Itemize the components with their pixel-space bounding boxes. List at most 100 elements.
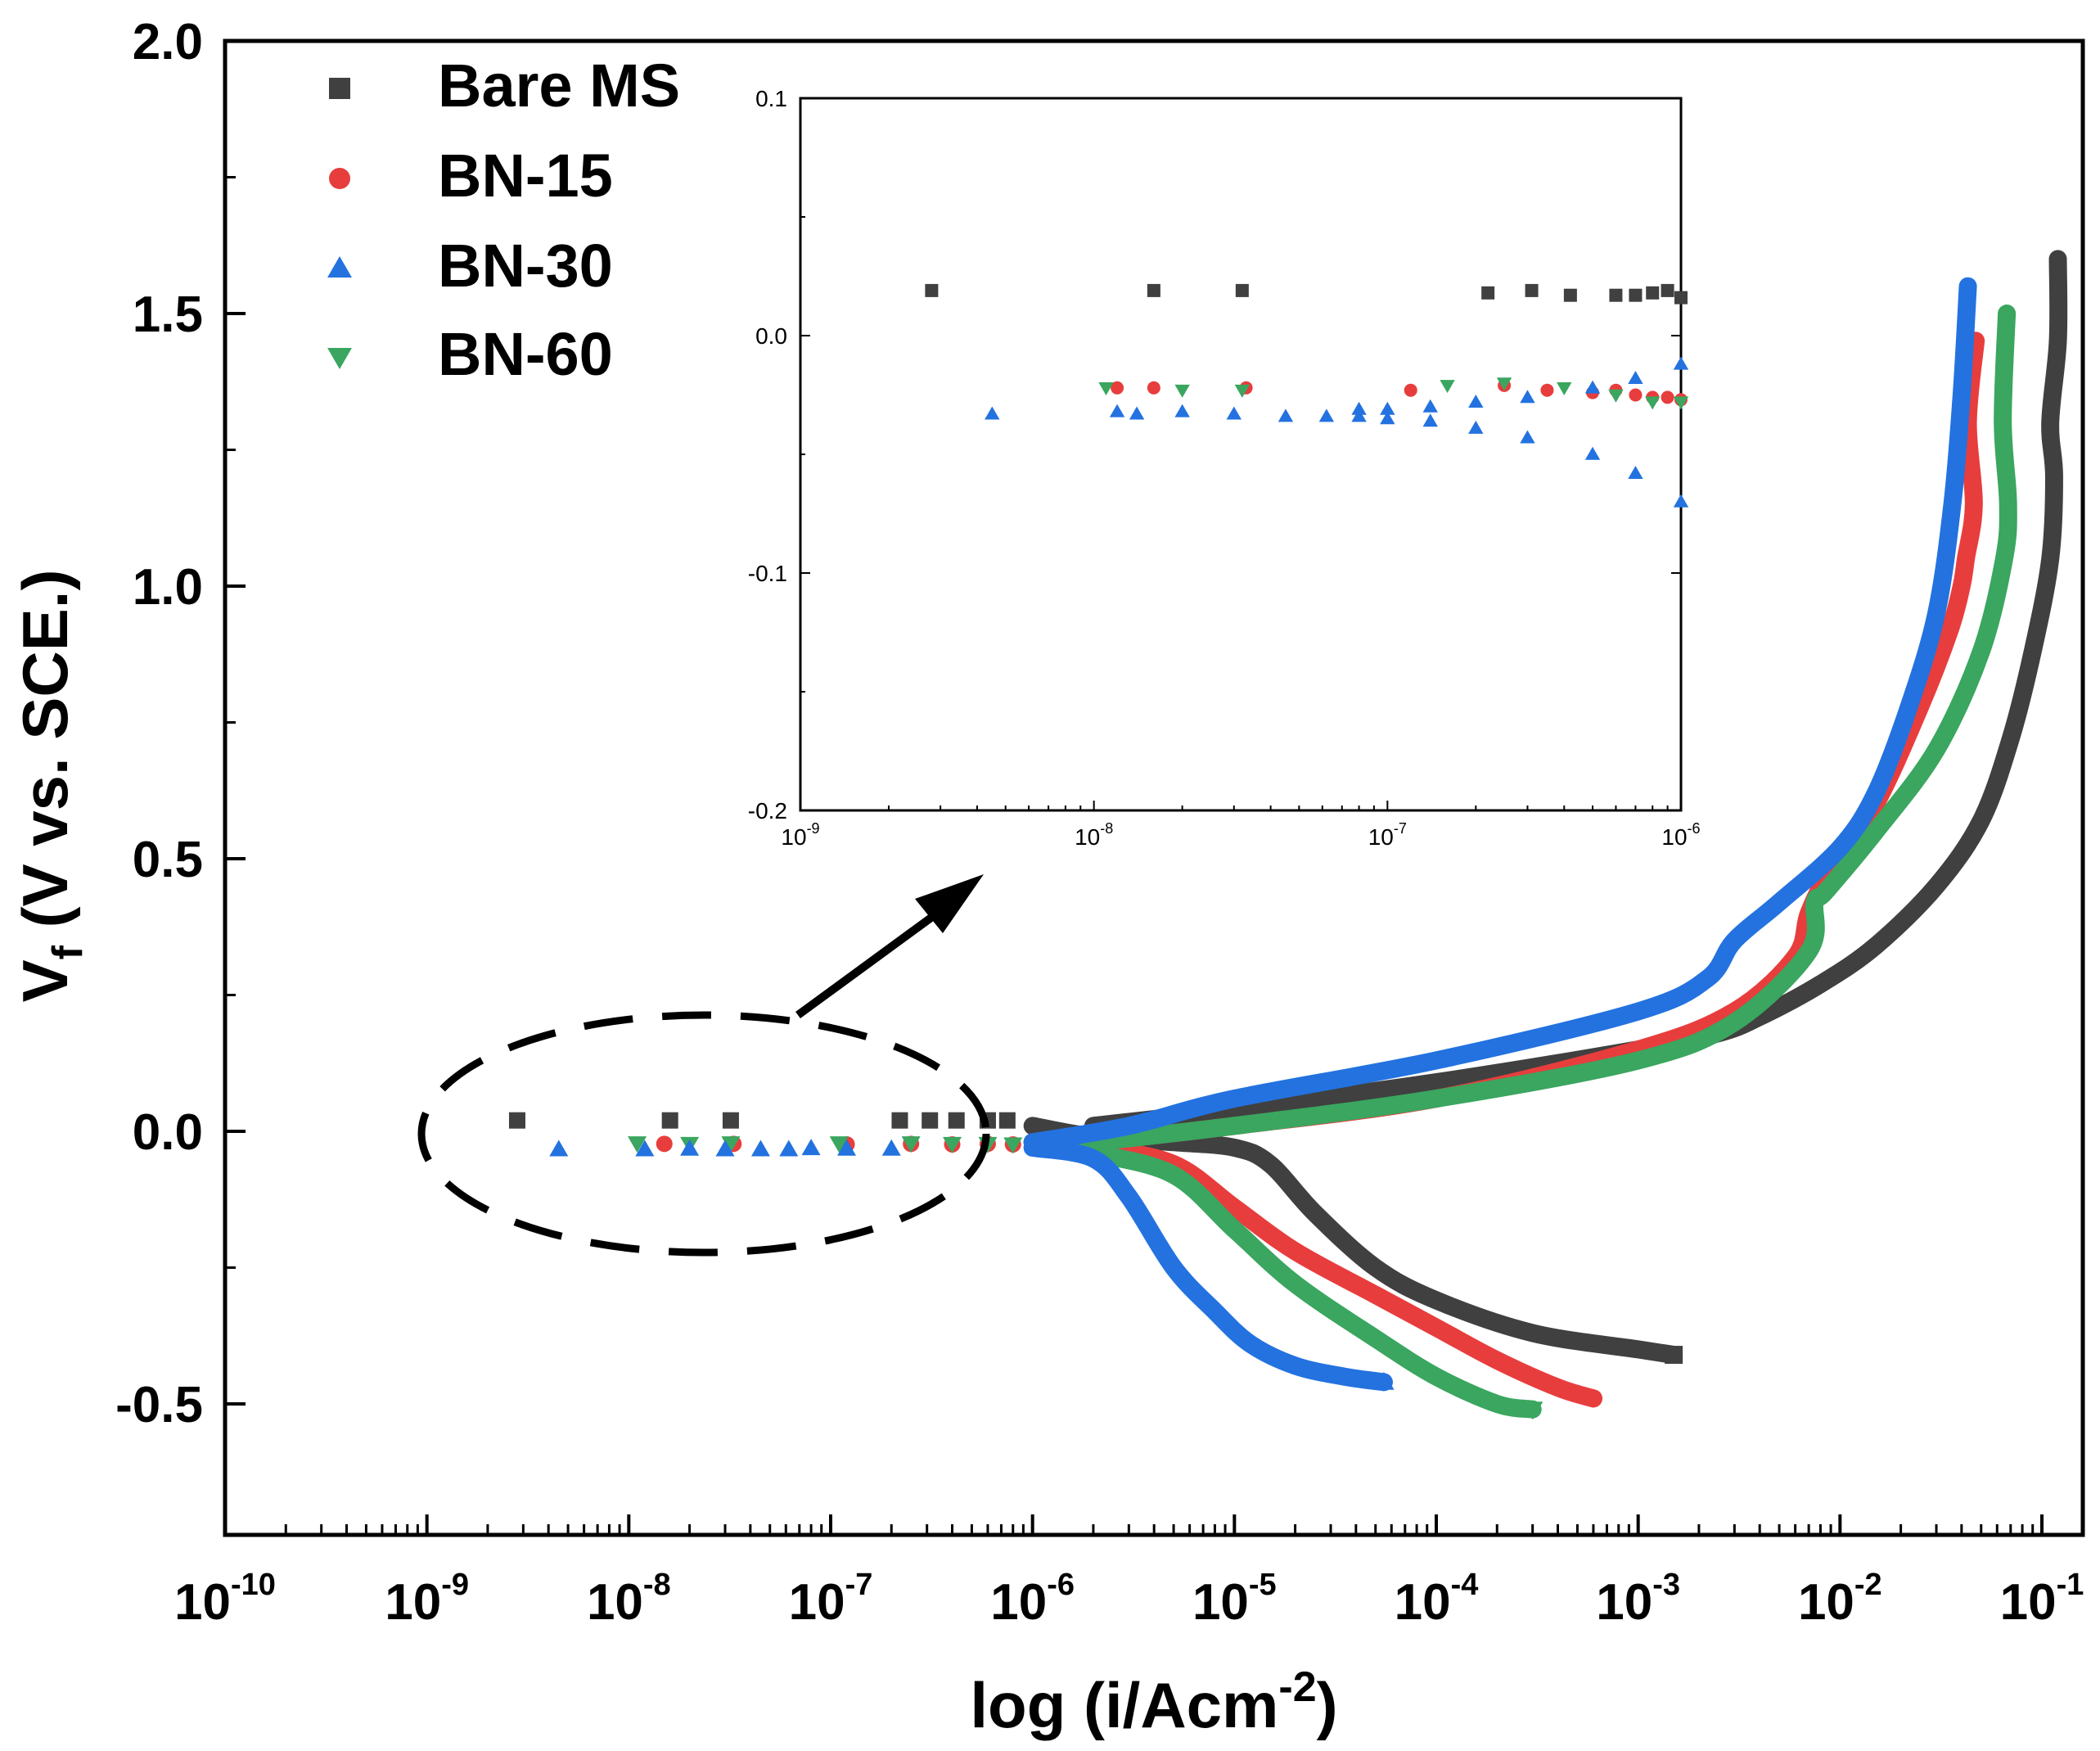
bn-30-cathodic-branch bbox=[1023, 1138, 1393, 1392]
inset-x-axis: 10-9 10-8 10-7 10-6 bbox=[781, 801, 1701, 850]
main-series-layer bbox=[508, 250, 2068, 1420]
bn-60-point bbox=[901, 1136, 921, 1153]
inset-bn-15-point bbox=[1147, 381, 1160, 395]
bn-30-anodic-branch bbox=[1023, 277, 1977, 1152]
bn-60-point bbox=[721, 1136, 741, 1153]
x-tick-label: 10-4 bbox=[1395, 1568, 1479, 1631]
bn-60-point bbox=[829, 1136, 849, 1153]
inset-bn-30-upper-point bbox=[1422, 399, 1438, 413]
bn-30-end-point bbox=[1373, 1371, 1395, 1390]
inset-bare-ms-point bbox=[1629, 288, 1643, 302]
bn-15-point bbox=[656, 1135, 673, 1153]
legend-label-bn-15: BN-15 bbox=[438, 142, 613, 210]
inset-y-axis: -0.2 -0.1 0.0 0.1 bbox=[748, 86, 1681, 824]
bn-60-point bbox=[943, 1136, 962, 1153]
inset-frame bbox=[799, 97, 1683, 812]
zoom-arrow-shaft bbox=[795, 906, 944, 1019]
x-tick-label: 10-9 bbox=[385, 1568, 469, 1631]
inset-bn-30-point bbox=[1129, 406, 1145, 420]
inset-bn-30-point bbox=[1174, 404, 1190, 417]
legend-label-bn-60: BN-60 bbox=[438, 320, 613, 388]
bn-15-end-point bbox=[1584, 1389, 1602, 1408]
x-tick-label: 10-7 bbox=[789, 1568, 873, 1631]
inset-bn-30-point bbox=[1109, 404, 1125, 417]
inset-y-tick-label: -0.1 bbox=[748, 561, 787, 586]
inset-bn-30-upper-point bbox=[1520, 390, 1535, 404]
legend-label-bare-ms: Bare MS bbox=[438, 52, 680, 120]
inset-bn-30-point bbox=[1628, 466, 1643, 479]
bn-60-point bbox=[628, 1136, 647, 1153]
inset-bare-ms-point bbox=[925, 283, 939, 297]
inset-y-tick-label: -0.2 bbox=[748, 798, 787, 824]
bare-ms-point bbox=[661, 1112, 678, 1129]
x-tick-label: 10-3 bbox=[1596, 1568, 1680, 1631]
inset-bn-60-point bbox=[1645, 396, 1661, 410]
inset-bare-ms-point bbox=[1481, 286, 1495, 300]
inset-bn-15-point bbox=[1111, 381, 1124, 395]
bare-ms-point bbox=[891, 1112, 908, 1129]
bare-ms-end-point bbox=[1665, 1346, 1683, 1365]
inset-bn-15-point bbox=[1629, 388, 1643, 402]
y-tick-label: 0.5 bbox=[133, 832, 203, 888]
main-y-axis: -0.5 0.0 0.5 1.0 1.5 2.0 bbox=[115, 14, 246, 1433]
inset-bn-30-point bbox=[1673, 494, 1689, 508]
main-x-axis: 10-10 10-9 10-8 10-7 10-6 10-5 10-4 10-3 10-2 10-… bbox=[174, 1514, 2084, 1631]
inset-bn-15-point bbox=[1540, 383, 1554, 397]
y-tick-label: -0.5 bbox=[115, 1377, 203, 1433]
x-axis-title: log (i/Acm-2) bbox=[970, 1663, 1337, 1741]
inset-bn-60-point bbox=[1174, 384, 1190, 398]
inset-x-tick-label: 10-8 bbox=[1075, 820, 1113, 850]
bare-ms-point bbox=[998, 1112, 1016, 1129]
inset-bn-30-upper-point bbox=[1628, 371, 1643, 384]
inset-bn-15-point bbox=[1661, 390, 1674, 404]
inset-bn-30-upper-point bbox=[1380, 401, 1395, 415]
legend-marker-bn-60 bbox=[327, 347, 352, 369]
inset-bn-30-point bbox=[1422, 413, 1438, 427]
inset-bn-15-point bbox=[1404, 383, 1417, 397]
bn-30-point bbox=[779, 1140, 799, 1157]
inset-bn-30-upper-point bbox=[1673, 356, 1689, 370]
inset-bn-30-point bbox=[1278, 408, 1294, 422]
x-tick-label: 10-1 bbox=[2000, 1568, 2084, 1631]
x-tick-label: 10-2 bbox=[1798, 1568, 1882, 1631]
legend: Bare MS BN-15 BN-30 BN-60 bbox=[327, 52, 680, 388]
bn-60-cathodic-branch bbox=[1023, 1133, 1542, 1419]
x-tick-label: 10-8 bbox=[587, 1568, 671, 1631]
inset-bn-60-point bbox=[1234, 384, 1251, 398]
inset-bn-30-point bbox=[1468, 420, 1484, 434]
inset-bn-30-point bbox=[1520, 430, 1535, 444]
zoom-ellipse bbox=[417, 1011, 990, 1257]
bn-30-point bbox=[715, 1140, 735, 1157]
inset-bare-ms-point bbox=[1525, 283, 1539, 297]
inset-bn-60-point bbox=[1673, 396, 1689, 410]
y-tick-label: 1.0 bbox=[133, 559, 203, 616]
y-tick-label: 2.0 bbox=[133, 14, 203, 70]
bare-ms-point bbox=[948, 1112, 965, 1129]
inset-bare-ms-point bbox=[1661, 283, 1674, 297]
y-tick-label: 1.5 bbox=[133, 287, 203, 343]
inset-bn-30-upper-point bbox=[1584, 380, 1601, 394]
bn-30-point bbox=[635, 1140, 655, 1157]
inset-bn-60-point bbox=[1098, 382, 1114, 395]
inset-bare-ms-point bbox=[1147, 283, 1160, 297]
bn-60-end-point bbox=[1522, 1401, 1543, 1420]
inset-bare-ms-point bbox=[1674, 291, 1688, 305]
inset-series-layer bbox=[925, 283, 1689, 508]
legend-marker-bare-ms bbox=[329, 78, 350, 99]
zoom-arrow-head bbox=[915, 874, 984, 933]
y-tick-label: 0.0 bbox=[133, 1104, 203, 1161]
inset-bn-30-upper-point bbox=[1351, 401, 1367, 415]
bare-ms-point bbox=[722, 1112, 739, 1129]
legend-marker-bn-15 bbox=[329, 168, 350, 189]
inset-bn-60-point bbox=[1557, 382, 1572, 395]
inset-bn-30-point bbox=[1584, 446, 1601, 460]
bare-ms-point bbox=[922, 1112, 939, 1129]
inset-x-tick-label: 10-7 bbox=[1368, 820, 1407, 850]
inset-bn-30-point bbox=[1226, 406, 1242, 420]
x-tick-label: 10-5 bbox=[1192, 1568, 1277, 1631]
bn-30-point bbox=[680, 1139, 700, 1156]
inset-bn-30-upper-point bbox=[1468, 395, 1484, 408]
bn-60-point bbox=[1003, 1137, 1023, 1154]
legend-label-bn-30: BN-30 bbox=[438, 232, 613, 300]
